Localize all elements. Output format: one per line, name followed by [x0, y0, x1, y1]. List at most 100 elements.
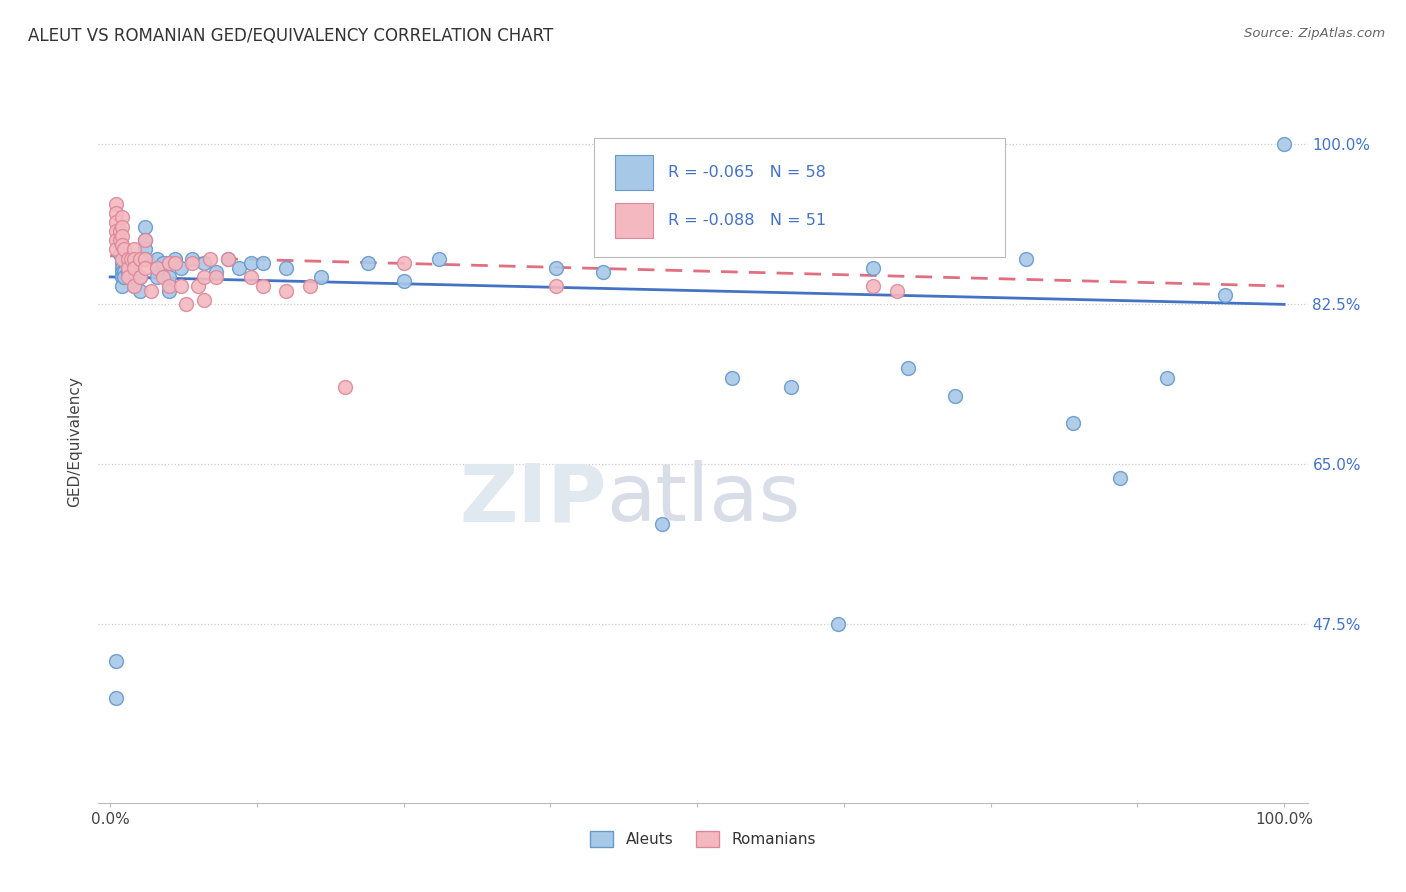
- Point: [592, 265, 614, 279]
- Point: [721, 370, 744, 384]
- Point: [157, 256, 180, 270]
- Point: [240, 269, 263, 284]
- FancyBboxPatch shape: [614, 203, 654, 238]
- Point: [122, 260, 145, 275]
- Point: [111, 238, 134, 252]
- Text: Source: ZipAtlas.com: Source: ZipAtlas.com: [1244, 27, 1385, 40]
- Point: [146, 269, 169, 284]
- Point: [111, 228, 134, 243]
- Point: [134, 252, 156, 266]
- Point: [111, 252, 134, 266]
- Point: [357, 256, 380, 270]
- Point: [1215, 288, 1237, 302]
- Point: [1108, 471, 1130, 485]
- Point: [146, 252, 169, 266]
- Point: [105, 233, 128, 247]
- Point: [117, 256, 139, 270]
- Point: [827, 617, 849, 632]
- Point: [105, 224, 128, 238]
- Point: [862, 279, 884, 293]
- Point: [146, 260, 169, 275]
- Point: [105, 654, 128, 668]
- Point: [392, 256, 415, 270]
- Point: [111, 219, 134, 234]
- Point: [134, 233, 156, 247]
- Point: [122, 252, 145, 266]
- Point: [105, 243, 128, 257]
- Point: [122, 279, 145, 293]
- Point: [163, 252, 186, 266]
- Point: [120, 252, 142, 266]
- Point: [141, 284, 163, 298]
- Point: [111, 256, 134, 270]
- Point: [862, 260, 884, 275]
- Legend: Aleuts, Romanians: Aleuts, Romanians: [583, 825, 823, 853]
- Point: [217, 252, 239, 266]
- Point: [122, 279, 145, 293]
- Point: [886, 284, 908, 298]
- Text: R = -0.088   N = 51: R = -0.088 N = 51: [668, 213, 827, 228]
- Point: [111, 211, 134, 225]
- Text: atlas: atlas: [606, 460, 800, 539]
- Point: [111, 279, 134, 293]
- Y-axis label: GED/Equivalency: GED/Equivalency: [67, 376, 83, 507]
- Point: [333, 379, 356, 393]
- Point: [187, 279, 209, 293]
- Point: [252, 279, 274, 293]
- Point: [128, 269, 150, 284]
- Point: [651, 516, 673, 531]
- Point: [108, 224, 131, 238]
- Point: [546, 279, 568, 293]
- Text: ALEUT VS ROMANIAN GED/EQUIVALENCY CORRELATION CHART: ALEUT VS ROMANIAN GED/EQUIVALENCY CORREL…: [28, 27, 554, 45]
- Point: [134, 219, 156, 234]
- Point: [122, 252, 145, 266]
- Point: [134, 260, 156, 275]
- Point: [157, 279, 180, 293]
- Point: [169, 260, 191, 275]
- Point: [122, 243, 145, 257]
- Point: [117, 252, 139, 266]
- Point: [117, 252, 139, 266]
- Point: [108, 233, 131, 247]
- Point: [117, 269, 139, 284]
- Text: R = -0.065   N = 58: R = -0.065 N = 58: [668, 165, 825, 180]
- Point: [169, 279, 191, 293]
- Point: [252, 256, 274, 270]
- Point: [181, 252, 204, 266]
- Point: [128, 284, 150, 298]
- Point: [112, 265, 135, 279]
- Point: [176, 297, 198, 311]
- Point: [181, 256, 204, 270]
- Point: [105, 690, 128, 705]
- Point: [1062, 416, 1084, 430]
- Point: [112, 243, 135, 257]
- Point: [1015, 252, 1038, 266]
- Text: ZIP: ZIP: [458, 460, 606, 539]
- Point: [157, 284, 180, 298]
- Point: [193, 269, 215, 284]
- Point: [1156, 370, 1178, 384]
- Point: [108, 247, 131, 261]
- Point: [122, 260, 145, 275]
- FancyBboxPatch shape: [595, 138, 1005, 257]
- Point: [134, 233, 156, 247]
- Point: [193, 293, 215, 307]
- Point: [105, 215, 128, 229]
- Point: [122, 265, 145, 279]
- Point: [105, 206, 128, 220]
- Point: [1272, 137, 1295, 152]
- Point: [204, 269, 226, 284]
- Point: [217, 252, 239, 266]
- Point: [117, 265, 139, 279]
- Point: [276, 284, 298, 298]
- Point: [146, 260, 169, 275]
- Point: [128, 252, 150, 266]
- Point: [392, 275, 415, 289]
- Point: [780, 379, 803, 393]
- Point: [112, 269, 135, 284]
- Point: [111, 260, 134, 275]
- Point: [111, 269, 134, 284]
- Point: [311, 269, 333, 284]
- Point: [152, 256, 174, 270]
- Point: [152, 269, 174, 284]
